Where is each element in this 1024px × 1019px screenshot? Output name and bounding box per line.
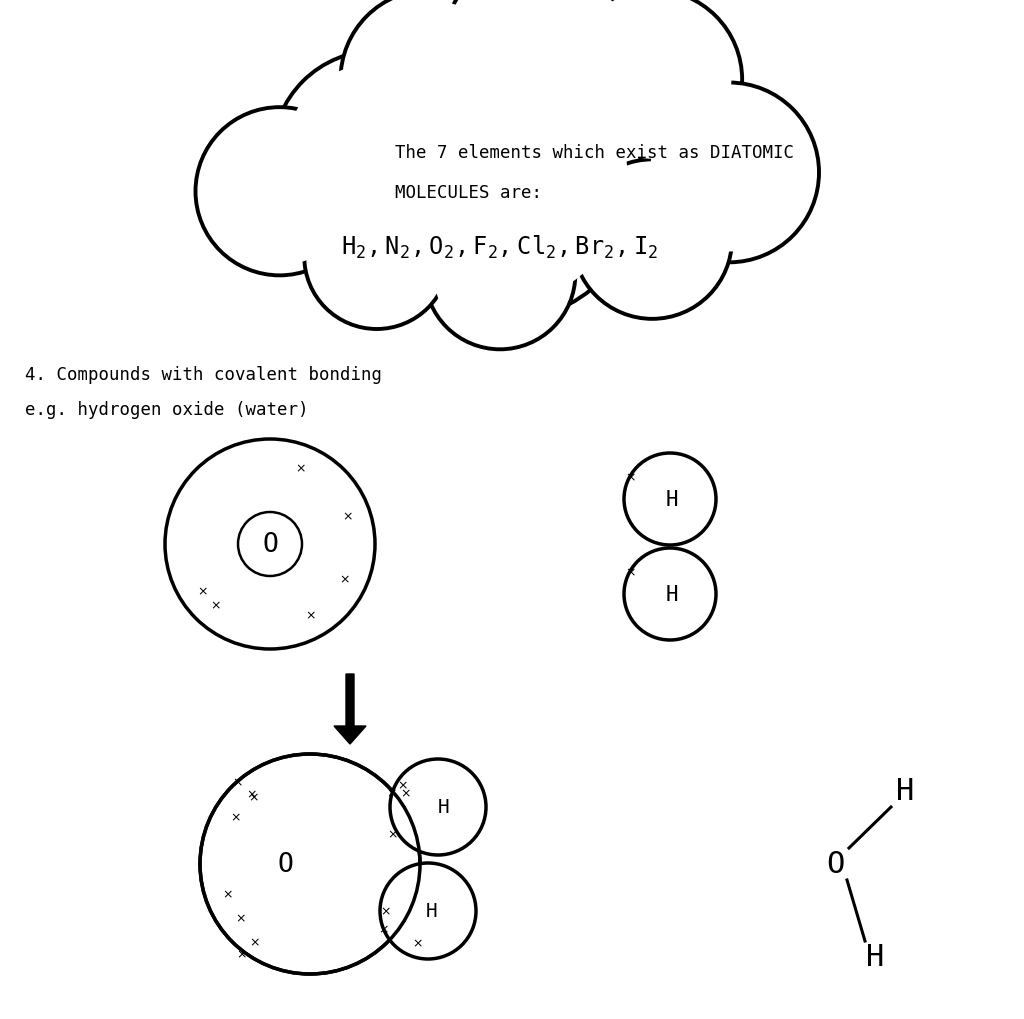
Circle shape — [582, 170, 722, 310]
Text: ×: × — [306, 609, 316, 622]
Circle shape — [572, 160, 732, 320]
Text: ×: × — [222, 888, 232, 901]
Circle shape — [390, 759, 486, 855]
Circle shape — [624, 453, 716, 545]
Text: MOLECULES are:: MOLECULES are: — [395, 183, 542, 202]
Text: H: H — [666, 585, 678, 604]
Circle shape — [200, 754, 420, 974]
Text: ×: × — [250, 935, 260, 949]
Text: ×: × — [626, 566, 636, 579]
Circle shape — [639, 84, 819, 263]
Text: H: H — [438, 798, 450, 816]
Text: ×: × — [247, 788, 257, 801]
Text: The 7 elements which exist as DIATOMIC: The 7 elements which exist as DIATOMIC — [395, 144, 794, 162]
Circle shape — [355, 33, 645, 322]
FancyArrow shape — [334, 675, 366, 744]
Circle shape — [380, 863, 476, 959]
Text: ×: × — [339, 573, 349, 586]
Circle shape — [196, 108, 364, 276]
Text: H: H — [666, 489, 678, 510]
Circle shape — [206, 118, 353, 266]
Circle shape — [624, 548, 716, 640]
Text: ×: × — [210, 599, 220, 611]
Circle shape — [238, 513, 302, 577]
Text: O: O — [262, 532, 278, 557]
Circle shape — [285, 64, 469, 248]
Text: ×: × — [387, 827, 398, 841]
Text: ×: × — [237, 948, 247, 961]
Text: ×: × — [296, 462, 306, 475]
Text: ×: × — [198, 585, 208, 598]
Text: ×: × — [400, 787, 412, 800]
Circle shape — [425, 200, 575, 350]
Text: e.g. hydrogen oxide (water): e.g. hydrogen oxide (water) — [25, 400, 308, 419]
Circle shape — [442, 0, 639, 150]
Text: ×: × — [397, 779, 409, 792]
Text: O: O — [825, 850, 844, 878]
Circle shape — [573, 1, 731, 160]
Text: ×: × — [387, 787, 397, 800]
Circle shape — [373, 50, 628, 305]
Text: H: H — [866, 943, 884, 971]
Text: ×: × — [626, 471, 636, 484]
Circle shape — [272, 52, 481, 260]
Text: 4. Compounds with covalent bonding: 4. Compounds with covalent bonding — [25, 366, 382, 383]
Text: ×: × — [248, 791, 259, 803]
Text: O: O — [278, 851, 293, 877]
Circle shape — [351, 1, 510, 160]
Text: ×: × — [413, 936, 423, 950]
Text: ×: × — [381, 905, 391, 917]
Circle shape — [165, 439, 375, 649]
Circle shape — [454, 0, 628, 139]
Text: ×: × — [232, 775, 244, 789]
Circle shape — [650, 94, 808, 253]
Circle shape — [341, 0, 520, 170]
Circle shape — [313, 194, 440, 321]
Text: $\mathregular{H_2, N_2, O_2, F_2, Cl_2, Br_2, I_2}$: $\mathregular{H_2, N_2, O_2, F_2, Cl_2, … — [341, 233, 658, 260]
Text: H: H — [896, 776, 914, 806]
Text: H: H — [426, 902, 438, 920]
Text: ×: × — [230, 811, 241, 824]
Circle shape — [562, 0, 742, 170]
Text: ×: × — [342, 510, 352, 523]
Circle shape — [433, 208, 566, 341]
Text: ×: × — [379, 922, 389, 935]
Text: ×: × — [236, 912, 246, 925]
Circle shape — [304, 184, 450, 330]
